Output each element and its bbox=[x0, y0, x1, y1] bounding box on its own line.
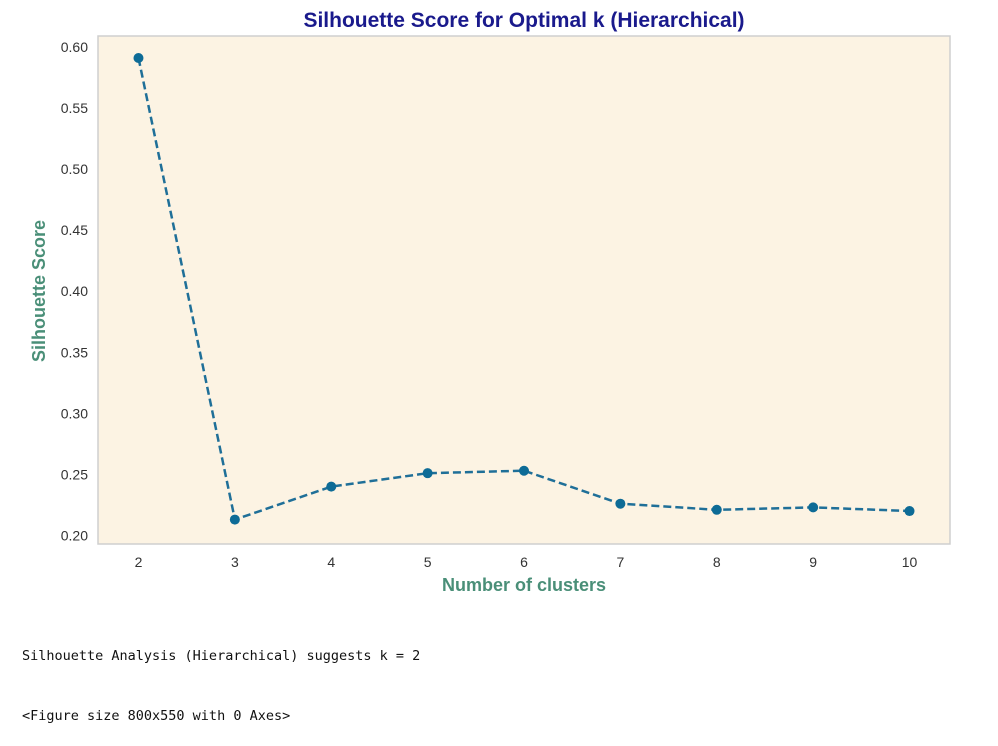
data-point bbox=[326, 481, 337, 492]
plot-area bbox=[97, 35, 951, 545]
x-tick-label: 5 bbox=[424, 554, 432, 570]
data-point bbox=[229, 514, 240, 525]
y-tick-label: 0.20 bbox=[61, 527, 88, 543]
data-point bbox=[615, 498, 626, 509]
y-tick-label: 0.35 bbox=[61, 344, 88, 360]
data-points bbox=[133, 52, 915, 525]
series-line bbox=[137, 57, 910, 522]
y-tick-label: 0.30 bbox=[61, 405, 88, 421]
x-tick-label: 7 bbox=[616, 554, 624, 570]
x-tick-label: 4 bbox=[327, 554, 335, 570]
data-point bbox=[133, 52, 144, 63]
data-point bbox=[808, 502, 819, 513]
y-tick-label: 0.55 bbox=[61, 100, 88, 116]
x-tick-label: 2 bbox=[135, 554, 143, 570]
data-point bbox=[519, 465, 529, 476]
console-line-suggestion: Silhouette Analysis (Hierarchical) sugge… bbox=[22, 648, 421, 664]
y-tick-label: 0.45 bbox=[61, 222, 88, 238]
x-tick-label: 8 bbox=[713, 554, 721, 570]
x-tick-label: 6 bbox=[520, 554, 528, 570]
x-tick-label: 3 bbox=[231, 554, 239, 570]
x-tick-label: 9 bbox=[809, 554, 817, 570]
series-line-group bbox=[137, 57, 910, 522]
console-output: Silhouette Analysis (Hierarchical) sugge… bbox=[22, 606, 420, 746]
x-tick-label: 10 bbox=[902, 554, 918, 570]
x-tick-labels: 2 3 4 5 6 7 8 9 10 bbox=[135, 554, 918, 570]
data-point bbox=[422, 468, 433, 479]
y-tick-labels: 0.20 0.25 0.30 0.35 0.40 0.45 0.50 0.55 0.60 bbox=[61, 39, 88, 543]
x-axis-label: Number of clusters bbox=[442, 575, 606, 595]
y-axis-label: Silhouette Score bbox=[29, 220, 49, 362]
y-tick-label: 0.40 bbox=[61, 283, 88, 299]
data-point bbox=[711, 504, 722, 515]
console-line-figure: <Figure size 800x550 with 0 Axes> bbox=[22, 708, 291, 724]
data-point bbox=[904, 506, 915, 517]
y-tick-label: 0.25 bbox=[61, 466, 88, 482]
y-tick-label: 0.60 bbox=[61, 39, 88, 55]
y-tick-label: 0.50 bbox=[61, 161, 88, 177]
chart-title: Silhouette Score for Optimal k (Hierarch… bbox=[303, 9, 744, 32]
silhouette-chart: Silhouette Score for Optimal k (Hierarch… bbox=[29, 9, 951, 595]
